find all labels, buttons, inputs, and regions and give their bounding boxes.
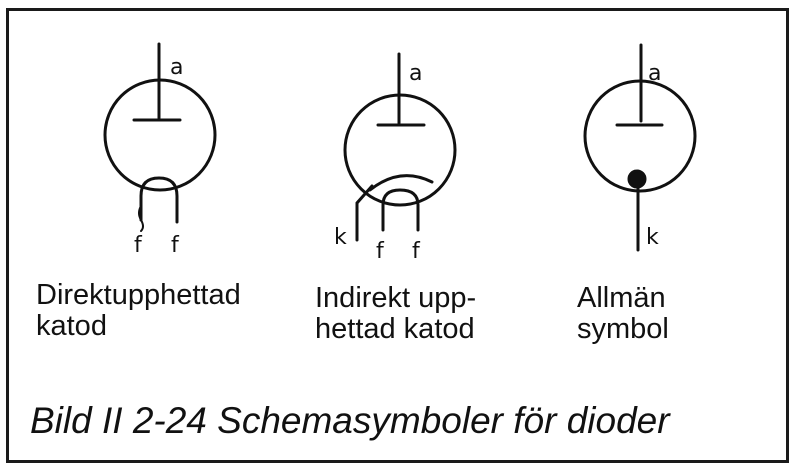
symbol-label-direct: Direktupphettad katod xyxy=(36,280,241,342)
direct-heated-diode-symbol xyxy=(103,42,217,232)
symbol-label-indirect-line2: hettad katod xyxy=(315,313,475,345)
symbol-label-general-line2: symbol xyxy=(577,313,669,345)
symbol-label-general-line1: Allmän xyxy=(577,282,666,314)
symbol-label-indirect-line1: Indirekt upp- xyxy=(315,282,477,314)
symbol-label-direct-line2: katod xyxy=(36,310,107,342)
indirect-heated-diode-symbol xyxy=(343,52,457,242)
anode-label-1: a xyxy=(170,55,183,80)
symbol-label-general: Allmän symbol xyxy=(577,283,669,345)
anode-label-2: a xyxy=(409,61,422,86)
general-diode-symbol xyxy=(583,43,697,252)
cathode-lead-2 xyxy=(355,184,374,242)
symbol-label-direct-line1: Direktupphettad xyxy=(36,279,241,311)
filament-tail-1 xyxy=(138,205,144,232)
anode-label-3: a xyxy=(648,61,661,86)
heater-2 xyxy=(381,188,420,232)
pin-label-f-2b: f xyxy=(412,239,421,264)
cathode-arc-2 xyxy=(368,174,434,192)
figure-frame xyxy=(6,8,789,463)
pin-label-f-2a: f xyxy=(376,239,385,264)
figure-caption: Bild II 2-24 Schemasymboler för dioder xyxy=(30,400,670,441)
cathode-dot-3 xyxy=(627,169,647,189)
pin-label-k-2: k xyxy=(334,225,347,250)
pin-label-f-1a: f xyxy=(134,233,143,258)
filament-1 xyxy=(139,176,179,224)
pin-label-f-1b: f xyxy=(171,233,180,258)
symbol-label-indirect: Indirekt upp- hettad katod xyxy=(315,283,476,345)
pin-label-k-3: k xyxy=(646,225,659,250)
